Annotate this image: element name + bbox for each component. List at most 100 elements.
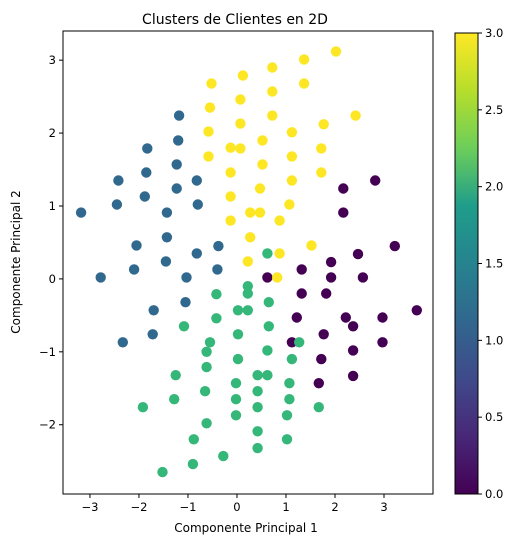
colorbar-tick-label: 0.5: [485, 410, 503, 424]
data-point-cluster-3: [242, 256, 253, 267]
data-point-cluster-2: [262, 345, 273, 356]
colorbar-tick-label: 3.0: [485, 26, 503, 40]
y-tick-label: −2: [39, 418, 56, 432]
plot-frame: [62, 30, 434, 495]
data-point-cluster-3: [318, 119, 329, 130]
data-point-cluster-2: [284, 394, 295, 405]
data-point-cluster-0: [325, 272, 337, 283]
data-point-cluster-2: [232, 305, 244, 316]
y-axis-label: Componente Principal 2: [9, 190, 23, 333]
data-point-cluster-0: [377, 312, 388, 323]
data-point-cluster-0: [357, 272, 369, 283]
colorbar-tick-label: 1.5: [485, 257, 503, 271]
data-point-cluster-3: [298, 78, 310, 89]
data-point-cluster-0: [352, 248, 364, 260]
data-point-cluster-1: [180, 297, 191, 308]
data-point-cluster-3: [225, 215, 236, 226]
data-point-cluster-1: [117, 337, 128, 348]
y-tick-label: 1: [49, 199, 56, 213]
colorbar: 0.0 0.5 1.0 1.5 2.0 2.5 3.0: [454, 26, 503, 501]
data-point-cluster-3: [257, 135, 268, 146]
data-point-cluster-2: [187, 458, 199, 470]
colorbar-tick-label: 0.0: [485, 487, 503, 501]
data-point-cluster-2: [169, 394, 180, 405]
data-point-cluster-2: [252, 426, 263, 437]
data-point-cluster-2: [242, 305, 253, 316]
data-point-cluster-3: [306, 240, 317, 251]
data-point-cluster-2: [263, 321, 274, 332]
data-point-cluster-1: [75, 207, 87, 218]
data-point-cluster-1: [181, 272, 192, 283]
data-point-cluster-2: [313, 402, 324, 413]
data-point-cluster-0: [262, 272, 273, 283]
data-point-cluster-2: [242, 281, 253, 292]
data-point-cluster-1: [128, 264, 140, 275]
data-point-cluster-0: [318, 329, 329, 340]
data-point-cluster-3: [286, 151, 298, 162]
data-point-cluster-1: [148, 305, 159, 316]
data-point-cluster-3: [206, 78, 217, 89]
data-point-cluster-3: [235, 143, 246, 154]
data-point-cluster-3: [284, 199, 295, 210]
data-point-cluster-1: [113, 175, 124, 186]
data-point-cluster-3: [245, 232, 256, 243]
data-point-cluster-3: [203, 126, 214, 137]
data-point-cluster-0: [316, 353, 327, 365]
data-point-cluster-0: [347, 321, 359, 332]
data-point-cluster-0: [389, 240, 400, 252]
data-point-cluster-2: [263, 297, 274, 308]
data-point-cluster-2: [252, 402, 263, 413]
data-point-cluster-2: [204, 337, 216, 348]
data-point-cluster-3: [274, 215, 285, 226]
data-point-cluster-2: [157, 466, 168, 478]
data-point-cluster-3: [254, 183, 266, 194]
data-point-cluster-1: [142, 143, 153, 154]
data-point-cluster-2: [199, 386, 211, 397]
data-point-cluster-2: [230, 394, 242, 405]
colorbar-gradient: [454, 32, 479, 495]
data-point-cluster-3: [225, 191, 236, 202]
data-point-cluster-0: [291, 312, 302, 323]
data-point-cluster-1: [141, 167, 152, 178]
data-point-cluster-0: [338, 183, 349, 194]
data-point-cluster-2: [252, 386, 263, 397]
y-tick-label: 2: [49, 126, 56, 140]
data-point-cluster-0: [296, 264, 307, 275]
data-point-cluster-3: [350, 110, 361, 121]
data-point-cluster-2: [252, 442, 263, 454]
data-point-cluster-3: [235, 118, 246, 129]
data-point-cluster-2: [211, 313, 222, 324]
data-point-cluster-2: [201, 418, 212, 429]
data-point-cluster-0: [296, 288, 307, 299]
data-point-cluster-2: [232, 353, 244, 365]
data-point-cluster-1: [191, 248, 202, 259]
data-point-cluster-2: [281, 434, 293, 445]
data-point-cluster-2: [232, 329, 244, 340]
data-point-cluster-2: [281, 410, 293, 421]
data-point-cluster-2: [262, 370, 273, 381]
colorbar-tick-label: 2.5: [485, 103, 503, 117]
data-point-cluster-2: [201, 346, 212, 357]
data-point-cluster-2: [242, 288, 253, 299]
data-point-cluster-3: [204, 102, 216, 113]
data-point-cluster-1: [213, 240, 224, 252]
y-tick-label: 0: [49, 272, 56, 286]
data-point-cluster-2: [262, 248, 273, 259]
data-point-cluster-3: [272, 272, 283, 283]
data-point-cluster-2: [286, 353, 298, 365]
data-point-cluster-0: [321, 288, 332, 299]
data-point-cluster-0: [347, 370, 359, 382]
points-layer: [75, 46, 422, 478]
data-point-cluster-3: [254, 207, 266, 218]
data-point-cluster-0: [370, 175, 381, 186]
data-point-cluster-1: [161, 207, 173, 218]
data-point-cluster-3: [225, 142, 236, 153]
data-point-cluster-3: [225, 167, 236, 178]
data-point-cluster-2: [178, 321, 190, 332]
x-tick-label: −2: [130, 500, 147, 514]
plot-area: −3 −2 −1 0 1 2 3 −2 −1 0 1 2 3: [39, 30, 434, 514]
data-point-cluster-1: [212, 264, 223, 275]
data-point-cluster-3: [316, 143, 327, 154]
colorbar-ticks: 0.0 0.5 1.0 1.5 2.0 2.5 3.0: [478, 26, 503, 501]
